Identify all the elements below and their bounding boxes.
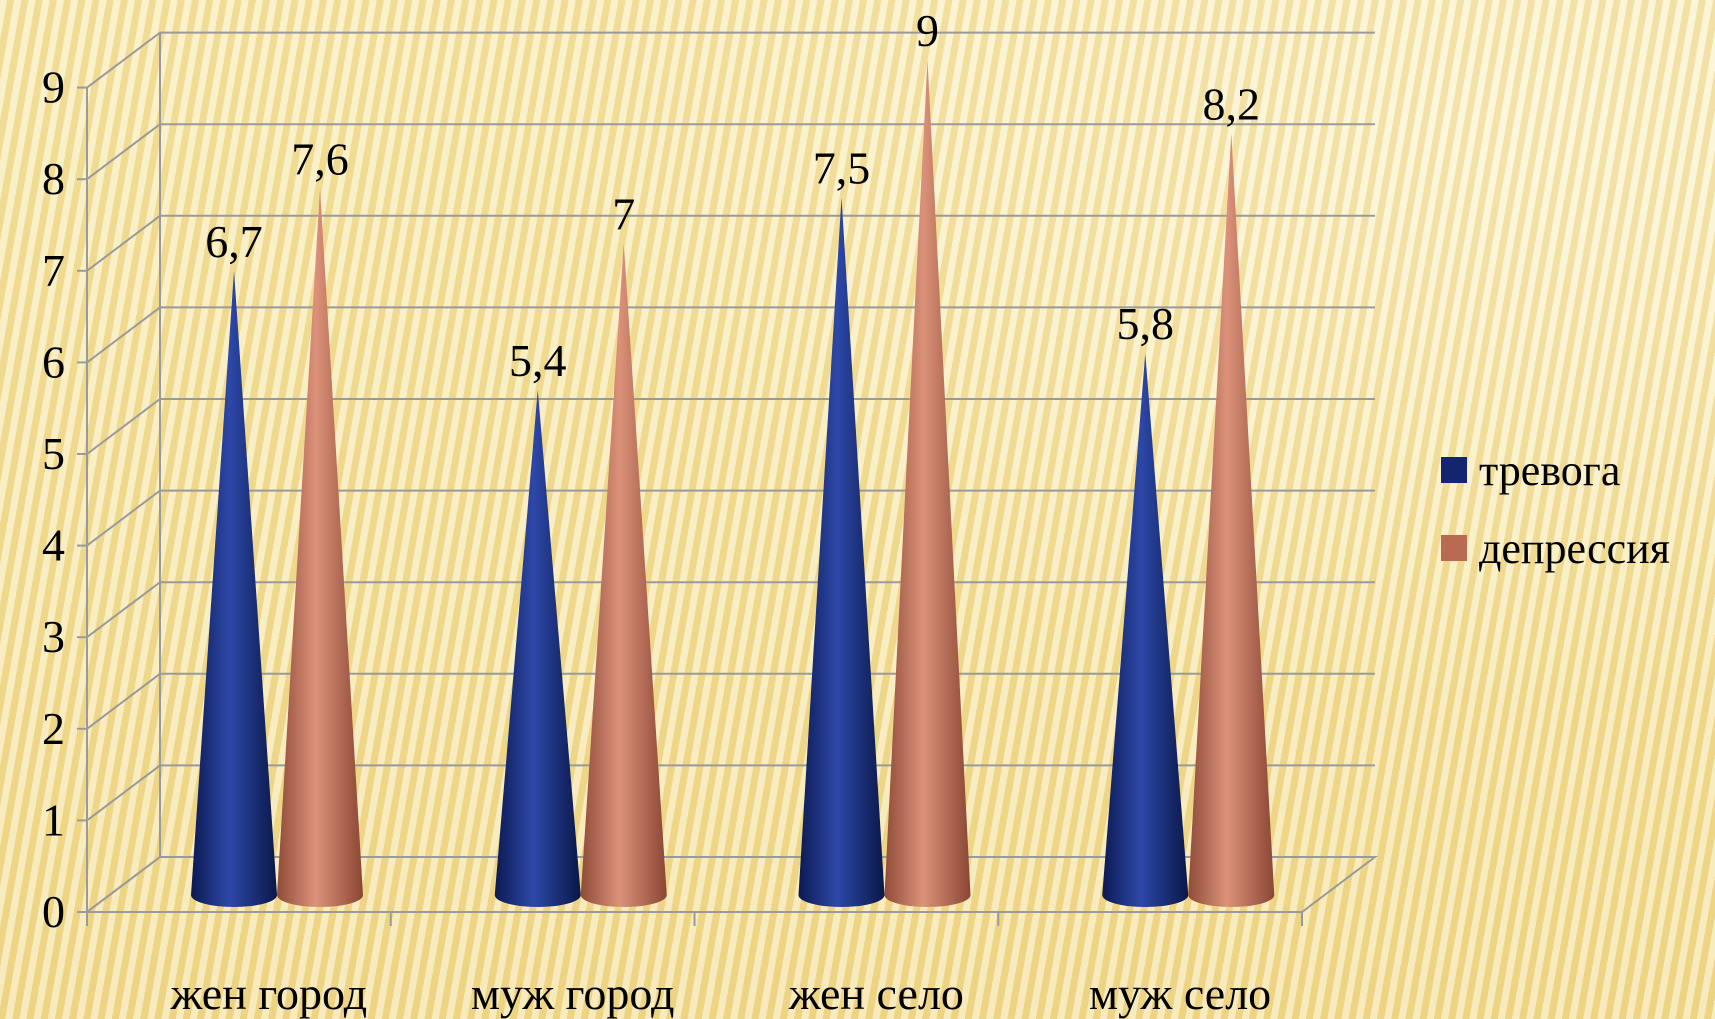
gridline [86, 31, 1375, 89]
data-label: 7,5 [813, 143, 871, 194]
gridline [86, 306, 1375, 364]
bar-депрессия-1 [277, 188, 363, 907]
legend-label: тревога [1479, 446, 1620, 495]
bar-депрессия-3 [884, 60, 971, 908]
gridline [86, 581, 1375, 638]
data-label: 7 [612, 188, 635, 239]
bar-тревога-2 [494, 389, 581, 907]
y-tick-label: 1 [42, 794, 65, 845]
data-labels: 6,7 5,4 7,5 5,8 7,6 7 9 8,2 [205, 5, 1260, 386]
gridline [86, 398, 1375, 455]
bar-тревога-4 [1102, 353, 1189, 908]
y-tick-label: 8 [42, 153, 65, 204]
data-label: 7,6 [291, 133, 349, 184]
legend-swatch-1 [1441, 457, 1467, 483]
bar-тревога-3 [798, 197, 885, 907]
y-axis-ticks: 0 1 2 3 4 5 6 7 8 9 [42, 62, 65, 937]
bar-тревога-1 [191, 270, 277, 907]
gridline [86, 764, 1375, 822]
gridline [86, 672, 1375, 730]
y-tick-label: 7 [42, 245, 65, 296]
y-tick-label: 5 [42, 428, 65, 479]
y-tick-label: 0 [42, 886, 65, 937]
chart-bars [191, 60, 1275, 908]
gridline [86, 489, 1375, 547]
data-label: 8,2 [1203, 78, 1261, 129]
gridline [86, 123, 1375, 180]
data-label: 5,8 [1117, 298, 1175, 349]
chart-axes [84, 32, 1378, 926]
legend-label: депрессия [1479, 524, 1670, 573]
data-label: 9 [916, 5, 939, 56]
data-label: 6,7 [205, 216, 263, 267]
gridline [86, 214, 1375, 272]
x-category-label: муж город [471, 968, 675, 1019]
y-tick-label: 3 [42, 611, 65, 662]
chart-grid [77, 31, 1375, 913]
x-category-label: жен город [170, 968, 368, 1019]
y-tick-label: 6 [42, 336, 65, 387]
gridline [86, 856, 1375, 913]
bar-депрессия-2 [580, 243, 667, 908]
data-label: 5,4 [509, 335, 567, 386]
x-axis-categories: жен город муж город жен село муж село [170, 968, 1272, 1019]
y-tick-label: 4 [42, 520, 65, 571]
bar-депрессия-4 [1188, 133, 1275, 907]
legend: тревога депрессия [1441, 446, 1670, 573]
y-tick-label: 2 [42, 703, 65, 754]
x-category-label: муж село [1089, 968, 1271, 1019]
legend-swatch-2 [1441, 535, 1467, 561]
x-category-label: жен село [788, 968, 964, 1019]
y-tick-label: 9 [42, 62, 65, 113]
